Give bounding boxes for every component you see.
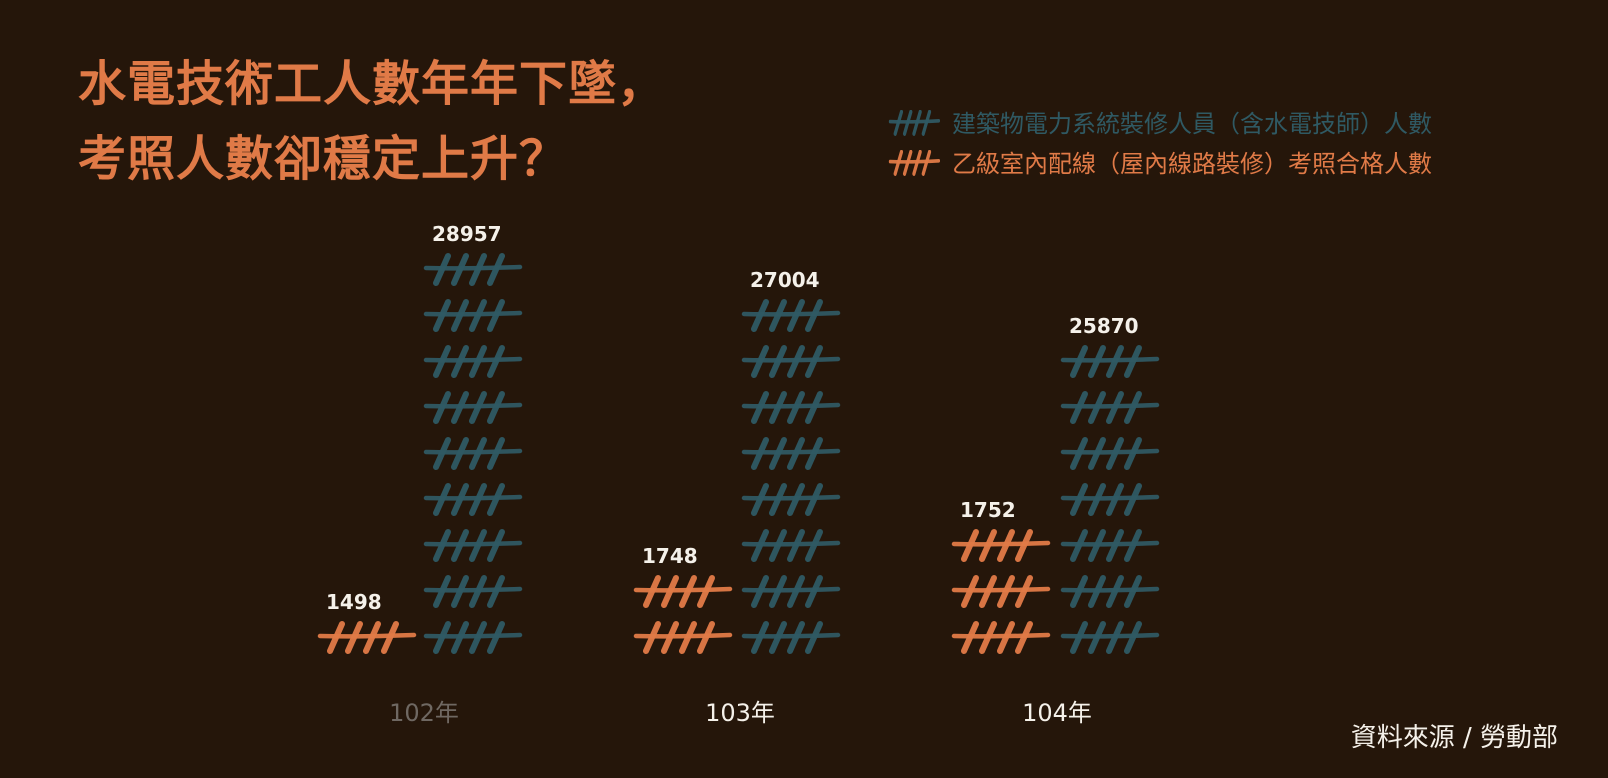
tally-mark-icon — [741, 621, 841, 654]
tally-mark-icon — [1060, 391, 1160, 424]
tally-mark-icon — [1060, 621, 1160, 654]
tally-mark-icon — [1060, 483, 1160, 516]
tally-mark-icon — [423, 529, 523, 562]
category-label: 104年 — [1022, 699, 1092, 727]
tally-mark-icon — [741, 483, 841, 516]
legend-item-licensed: 乙級室內配線（屋內線路裝修）考照合格人數 — [888, 146, 1432, 182]
source-note: 資料來源 / 勞動部 — [1350, 723, 1558, 753]
chart-title-line: 考照人數卻穩定上升？ — [78, 131, 569, 187]
tally-mark-icon — [741, 529, 841, 562]
tally-mark-icon — [1060, 345, 1160, 378]
tally-mark-icon — [1060, 529, 1160, 562]
legend-label: 建築物電力系統裝修人員（含水電技師）人數 — [952, 110, 1432, 138]
tally-mark-icon — [423, 299, 523, 332]
legend-tally-icon — [888, 110, 940, 137]
tally-mark-icon — [741, 575, 841, 608]
tally-mark-icon — [633, 575, 733, 608]
tally-mark-icon — [423, 621, 523, 654]
chart-title-line: 水電技術工人數年年下墜， — [78, 56, 667, 112]
tally-mark-icon — [741, 437, 841, 470]
tally-mark-icon — [951, 575, 1051, 608]
legend-label: 乙級室內配線（屋內線路裝修）考照合格人數 — [952, 150, 1432, 178]
tally-mark-icon — [633, 621, 733, 654]
tally-mark-icon — [951, 529, 1051, 562]
tally-mark-icon — [423, 575, 523, 608]
tally-mark-icon — [741, 391, 841, 424]
tally-mark-icon — [1060, 575, 1160, 608]
tally-mark-icon — [951, 621, 1051, 654]
category-label: 102年 — [389, 699, 459, 727]
tally-mark-icon — [317, 621, 417, 654]
legend-tally-icon — [888, 150, 940, 177]
category-label: 103年 — [705, 699, 775, 727]
value-label: 28957 — [432, 222, 502, 246]
tally-mark-icon — [423, 253, 523, 286]
value-label: 27004 — [750, 268, 820, 292]
tally-mark-icon — [1060, 437, 1160, 470]
tally-mark-icon — [423, 437, 523, 470]
legend-item-workers: 建築物電力系統裝修人員（含水電技師）人數 — [888, 106, 1432, 142]
tally-mark-icon — [423, 345, 523, 378]
value-label: 25870 — [1069, 314, 1139, 338]
tally-mark-icon — [423, 483, 523, 516]
value-label: 1752 — [960, 498, 1016, 522]
tally-mark-icon — [741, 345, 841, 378]
tally-mark-icon — [423, 391, 523, 424]
value-label: 1498 — [326, 590, 382, 614]
value-label: 1748 — [642, 544, 698, 568]
tally-mark-icon — [741, 299, 841, 332]
